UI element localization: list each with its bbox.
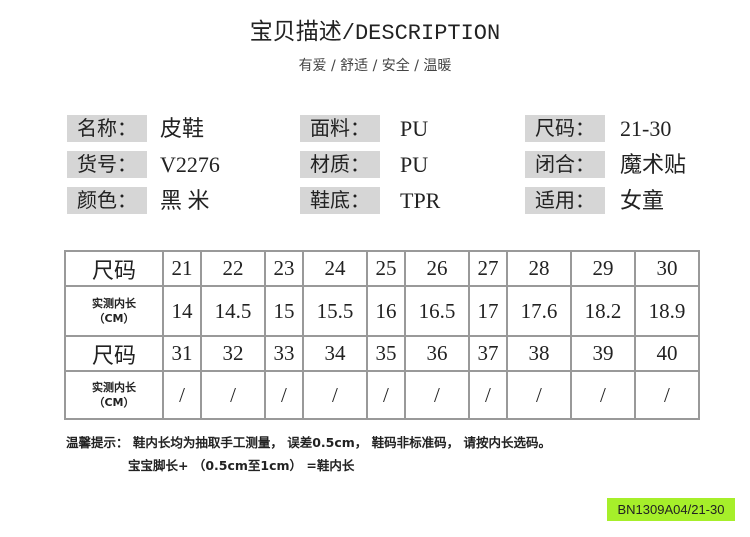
title-en: /DESCRIPTION	[341, 21, 501, 46]
length-cell: /	[403, 370, 470, 420]
spec-label: 名称：	[67, 115, 147, 142]
length-cell: 14.5	[199, 285, 266, 337]
size-cell: 30	[633, 250, 701, 287]
spec-label: 适用：	[525, 187, 605, 214]
length-cell: 15	[263, 285, 304, 337]
size-cell: 22	[199, 250, 266, 287]
spec-value: PU	[400, 116, 429, 141]
length-header-unit: （CM）	[93, 312, 135, 325]
size-cell: 38	[505, 335, 572, 372]
length-cell: /	[569, 370, 636, 420]
length-cell: /	[199, 370, 266, 420]
length-cell: 17	[467, 285, 508, 337]
length-cell: 15.5	[301, 285, 368, 337]
size-cell: 35	[365, 335, 406, 372]
length-cell: /	[467, 370, 508, 420]
length-row: 实测内长 （CM） 14 14.5 15 15.5 16 16.5 17 17.6 18.2 18.9	[64, 285, 701, 337]
size-cell: 32	[199, 335, 266, 372]
sku-badge: BN1309A04/21-30	[607, 498, 735, 521]
tip-formula: 宝宝脚长+ （0.5cm至1cm） =鞋内长	[128, 458, 355, 473]
spec-value: V2276	[160, 152, 220, 177]
spec-label: 尺码：	[525, 115, 605, 142]
spec-label: 颜色：	[67, 187, 147, 214]
subtitle: 有爱 / 舒适 / 安全 / 温暖	[298, 58, 452, 74]
size-table: 尺码 21 22 23 24 25 26 27 28 29 30 实测内长 （CM） 14 14.5 15 15…	[64, 250, 701, 420]
spec-label: 材质：	[300, 151, 380, 178]
length-cell: /	[263, 370, 304, 420]
tip-note: 温馨提示： 鞋内长均为抽取手工测量， 误差0.5cm， 鞋码非标准码， 请按内长…	[66, 435, 551, 450]
length-row: 实测内长 （CM） / / / / / / / / / /	[64, 370, 701, 420]
length-cell: 16.5	[403, 285, 470, 337]
size-row: 尺码 21 22 23 24 25 26 27 28 29 30	[64, 250, 701, 287]
spec-value: 黑 米	[160, 188, 210, 213]
length-cell: /	[365, 370, 406, 420]
size-cell: 29	[569, 250, 636, 287]
size-cell: 31	[162, 335, 202, 372]
spec-label: 面料：	[300, 115, 380, 142]
size-cell: 40	[633, 335, 701, 372]
size-cell: 27	[467, 250, 508, 287]
length-cell: 16	[365, 285, 406, 337]
spec-label: 鞋底：	[300, 187, 380, 214]
length-cell: /	[162, 370, 202, 420]
length-cell: 18.2	[569, 285, 636, 337]
size-cell: 33	[263, 335, 304, 372]
length-header-unit: （CM）	[93, 396, 135, 409]
title-cn: 宝贝描述	[249, 19, 342, 45]
length-header-label: 实测内长	[92, 381, 136, 394]
length-cell: 14	[162, 285, 202, 337]
length-cell: /	[505, 370, 572, 420]
spec-value: 女童	[620, 188, 665, 213]
size-cell: 26	[403, 250, 470, 287]
size-cell: 34	[301, 335, 368, 372]
size-cell: 21	[162, 250, 202, 287]
length-cell: /	[633, 370, 701, 420]
spec-label: 闭合：	[525, 151, 605, 178]
length-cell: /	[301, 370, 368, 420]
spec-value: 魔术贴	[620, 152, 687, 177]
size-header: 尺码	[64, 250, 164, 287]
size-cell: 39	[569, 335, 636, 372]
page-title: 宝贝描述/DESCRIPTION	[0, 12, 750, 46]
spec-value: 21-30	[620, 116, 672, 141]
length-header: 实测内长 （CM）	[64, 285, 164, 337]
size-cell: 23	[263, 250, 304, 287]
size-cell: 25	[365, 250, 406, 287]
size-header: 尺码	[64, 335, 164, 372]
length-cell: 17.6	[505, 285, 572, 337]
size-cell: 24	[301, 250, 368, 287]
length-header-label: 实测内长	[92, 297, 136, 310]
size-cell: 36	[403, 335, 470, 372]
size-cell: 28	[505, 250, 572, 287]
spec-label: 货号：	[67, 151, 147, 178]
size-row: 尺码 31 32 33 34 35 36 37 38 39 40	[64, 335, 701, 372]
size-cell: 37	[467, 335, 508, 372]
spec-value: 皮鞋	[160, 116, 205, 141]
length-cell: 18.9	[633, 285, 701, 337]
spec-value: TPR	[400, 188, 441, 213]
spec-value: PU	[400, 152, 429, 177]
length-header: 实测内长 （CM）	[64, 370, 164, 420]
